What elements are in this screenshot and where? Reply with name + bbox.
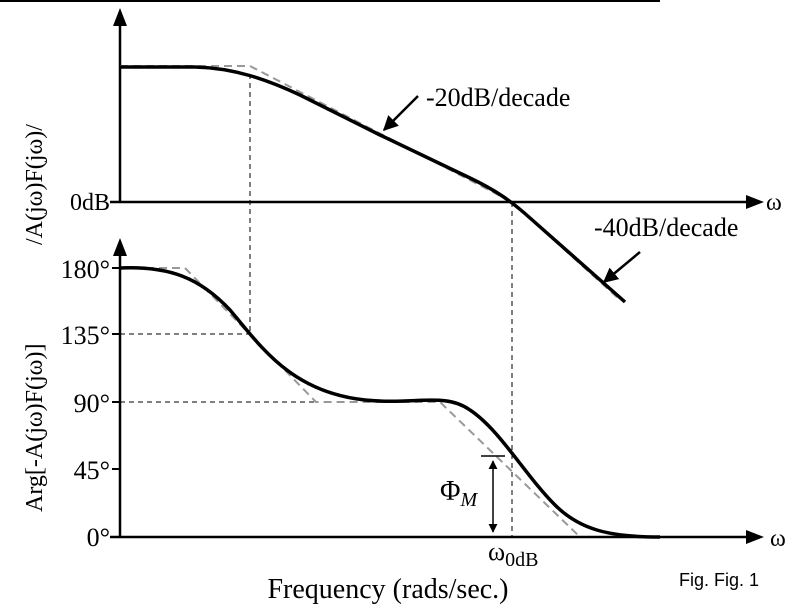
slope-label-40db: -40dB/decade bbox=[594, 213, 738, 242]
magnitude-plot: /A(jω)F(jω)/ 0dB ω -20dB/decade -40dB/de… bbox=[22, 8, 782, 334]
phase-margin-label: ΦM bbox=[440, 476, 478, 511]
crossover-frequency-label: ω0dB bbox=[488, 537, 538, 571]
phase-plot: 180° 135° 90° 45° 0° Arg[-A(jω)F(jω)] ω … bbox=[22, 202, 786, 571]
tick-label-180: 180° bbox=[61, 255, 110, 284]
zero-degree-axis-arrowhead bbox=[746, 530, 764, 544]
tick-label-45: 45° bbox=[74, 456, 110, 485]
zero-db-label: 0dB bbox=[70, 190, 110, 216]
magnitude-y-axis-label: /A(jω)F(jω)/ bbox=[22, 124, 48, 245]
slope-label-20db-pointer bbox=[382, 95, 419, 132]
magnitude-curve bbox=[120, 65, 627, 304]
phase-x-axis-symbol: ω bbox=[770, 526, 786, 552]
phase-margin-subscript: M bbox=[459, 489, 478, 511]
x-axis-label: Frequency (rads/sec.) bbox=[267, 574, 508, 605]
tick-label-0: 0° bbox=[87, 523, 110, 552]
magnitude-y-axis-arrowhead bbox=[113, 8, 127, 26]
magnitude-x-axis-symbol: ω bbox=[766, 190, 782, 216]
phase-asymptote bbox=[120, 267, 581, 538]
slope-label-40db-pointer bbox=[602, 251, 641, 283]
tick-label-135: 135° bbox=[61, 321, 110, 350]
slope-label-20db: -20dB/decade bbox=[426, 83, 570, 112]
phase-y-axis-arrowhead bbox=[113, 238, 127, 256]
phase-margin-symbol: Φ bbox=[440, 476, 460, 507]
phase-y-axis-label: Arg[-A(jω)F(jω)] bbox=[22, 344, 48, 512]
tick-label-90: 90° bbox=[74, 389, 110, 418]
crossover-subscript: 0dB bbox=[505, 549, 538, 571]
phase-curve bbox=[119, 266, 661, 539]
figure-caption: Fig. Fig. 1 bbox=[679, 570, 759, 590]
crossover-omega: ω bbox=[488, 537, 505, 566]
zero-db-axis-arrowhead bbox=[746, 195, 764, 209]
